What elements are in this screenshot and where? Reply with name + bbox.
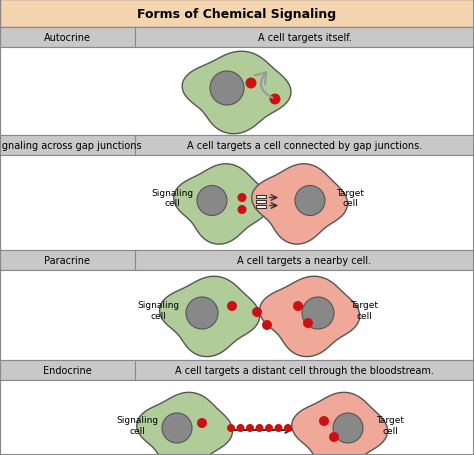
Circle shape xyxy=(237,424,245,432)
Polygon shape xyxy=(252,164,347,244)
Circle shape xyxy=(197,186,227,216)
Circle shape xyxy=(255,424,264,432)
Text: Signaling
cell: Signaling cell xyxy=(116,415,158,435)
Bar xyxy=(0,28,474,48)
Text: Signaling across gap junctions: Signaling across gap junctions xyxy=(0,141,142,151)
Circle shape xyxy=(252,307,262,317)
Bar xyxy=(0,136,474,156)
Text: A cell targets a cell connected by gap junctions.: A cell targets a cell connected by gap j… xyxy=(187,141,422,151)
Text: A cell targets itself.: A cell targets itself. xyxy=(257,33,351,43)
Circle shape xyxy=(237,206,246,214)
Polygon shape xyxy=(292,393,388,455)
Bar xyxy=(0,156,474,250)
Circle shape xyxy=(295,186,325,216)
Circle shape xyxy=(162,413,192,443)
Text: Target
cell: Target cell xyxy=(376,415,404,435)
Text: A cell targets a distant cell through the bloodstream.: A cell targets a distant cell through th… xyxy=(175,365,434,375)
Text: Target
cell: Target cell xyxy=(336,188,364,208)
Circle shape xyxy=(262,320,272,330)
Text: Target
cell: Target cell xyxy=(350,301,378,320)
Circle shape xyxy=(246,424,254,432)
Circle shape xyxy=(237,193,246,202)
FancyArrowPatch shape xyxy=(255,73,273,99)
Bar xyxy=(0,250,474,270)
Polygon shape xyxy=(260,277,360,357)
Bar xyxy=(256,205,266,209)
Circle shape xyxy=(227,301,237,311)
Bar xyxy=(0,0,474,28)
Circle shape xyxy=(303,318,313,328)
Circle shape xyxy=(284,424,292,432)
Text: Signaling
cell: Signaling cell xyxy=(151,188,193,208)
Polygon shape xyxy=(182,52,291,134)
Bar xyxy=(0,360,474,380)
Circle shape xyxy=(246,78,256,89)
Polygon shape xyxy=(137,393,233,455)
Circle shape xyxy=(186,298,218,329)
Circle shape xyxy=(265,424,273,432)
Polygon shape xyxy=(174,164,270,244)
Bar xyxy=(0,270,474,360)
Circle shape xyxy=(329,432,339,442)
Circle shape xyxy=(227,424,235,432)
Circle shape xyxy=(197,418,207,428)
Circle shape xyxy=(270,94,281,105)
Text: Forms of Chemical Signaling: Forms of Chemical Signaling xyxy=(137,7,337,20)
Circle shape xyxy=(293,301,303,311)
Circle shape xyxy=(302,298,334,329)
Polygon shape xyxy=(160,277,260,357)
Circle shape xyxy=(210,72,244,106)
Text: Autocrine: Autocrine xyxy=(44,33,91,43)
Bar xyxy=(0,48,474,136)
Bar xyxy=(256,200,266,204)
Text: Paracrine: Paracrine xyxy=(45,255,91,265)
Bar xyxy=(256,195,266,199)
Text: Signaling
cell: Signaling cell xyxy=(137,301,179,320)
Text: A cell targets a nearby cell.: A cell targets a nearby cell. xyxy=(237,255,372,265)
Text: Endocrine: Endocrine xyxy=(43,365,92,375)
Circle shape xyxy=(333,413,363,443)
Circle shape xyxy=(274,424,283,432)
Bar xyxy=(0,380,474,455)
Circle shape xyxy=(319,416,329,426)
